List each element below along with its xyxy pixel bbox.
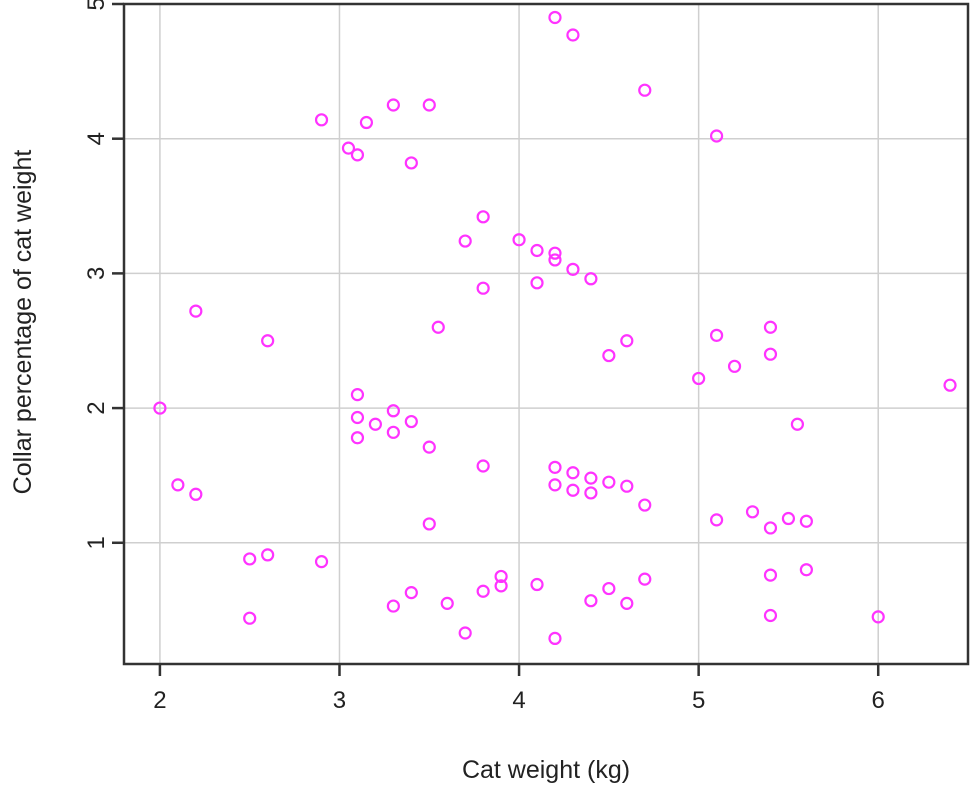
data-point-25 [386,599,400,613]
y-axis-label: Collar percentage of cat weight [9,150,37,495]
data-point-58 [620,334,634,348]
data-point-49 [566,466,580,480]
data-point-29 [458,626,472,640]
data-point-52 [584,471,598,485]
data-point-66 [709,328,724,342]
x-axis-ticks: 2 3 4 5 6 [153,664,885,714]
data-points [153,10,957,646]
y-tick-label-4: 5 [83,0,110,11]
x-tick-label-2: 4 [512,687,525,714]
data-point-35 [494,569,508,584]
data-point-54 [584,594,598,608]
data-point-77 [799,514,813,528]
data-point-65 [709,129,724,143]
data-point-60 [620,596,634,610]
y-axis-ticks: 1 2 3 4 5 [83,0,124,549]
data-point-4 [243,552,257,566]
data-point-30 [458,234,472,248]
data-point-44 [548,478,562,492]
data-point-38 [530,243,544,258]
data-point-64 [692,371,706,386]
data-point-61 [638,83,652,97]
data-point-20 [386,98,400,112]
data-point-63 [638,572,652,586]
data-point-40 [530,577,544,592]
data-point-1 [171,478,185,492]
data-point-37 [512,233,526,247]
y-tick-label-1: 2 [83,401,110,414]
data-point-56 [602,475,616,489]
data-point-48 [566,262,580,276]
data-point-50 [566,483,580,497]
data-point-24 [422,517,436,531]
data-point-62 [638,498,652,512]
data-point-13 [350,388,365,402]
data-point-79 [871,610,885,624]
data-point-8 [314,555,329,569]
data-point-3 [189,304,203,318]
data-point-21 [404,156,418,170]
data-point-39 [530,276,544,290]
data-point-17 [386,404,400,418]
data-point-5 [243,611,257,625]
data-point-22 [422,98,436,112]
x-tick-label-3: 5 [692,687,705,714]
plot-frame [122,2,970,666]
data-point-72 [763,521,778,535]
data-point-18 [386,425,400,439]
data-point-6 [261,548,275,562]
data-point-16 [368,417,383,431]
data-point-26 [404,586,418,600]
data-point-45 [548,631,562,646]
x-tick-label-0: 2 [153,687,166,714]
data-point-70 [763,320,778,334]
data-point-69 [745,505,760,519]
data-point-33 [476,459,490,473]
data-point-46 [548,10,562,25]
data-point-23 [422,440,436,454]
data-point-14 [350,410,365,425]
data-point-10 [341,141,356,155]
data-point-15 [350,431,365,445]
data-point-32 [476,281,490,295]
data-point-43 [548,460,562,474]
data-point-19 [404,414,418,429]
data-point-36 [494,579,508,593]
data-point-12 [359,115,374,130]
y-tick-label-0: 1 [83,536,110,549]
x-tick-label-1: 3 [333,687,346,714]
data-point-71 [763,347,778,361]
x-tick-label-4: 6 [872,687,885,714]
data-point-31 [476,210,490,224]
data-point-53 [584,486,598,500]
x-axis-label: Cat weight (kg) [462,756,630,784]
data-point-11 [350,148,365,162]
data-point-80 [943,378,957,392]
data-point-68 [727,359,742,373]
data-point-78 [799,563,813,577]
data-point-41 [548,246,562,260]
data-point-59 [620,479,634,493]
data-point-75 [781,511,796,526]
y-tick-label-3: 4 [83,132,110,145]
data-point-0 [153,401,167,415]
y-tick-label-2: 3 [83,267,110,280]
data-point-67 [709,513,724,527]
data-point-7 [261,334,275,348]
data-point-51 [584,272,598,286]
data-point-57 [602,581,616,596]
data-point-42 [548,253,562,267]
data-point-27 [431,320,445,334]
data-point-2 [189,487,203,501]
data-point-73 [763,568,778,582]
data-point-34 [476,584,490,598]
data-point-9 [314,113,329,127]
data-point-74 [763,608,778,623]
data-point-28 [440,596,454,610]
data-point-47 [566,28,580,42]
data-point-76 [790,417,805,431]
data-point-55 [602,348,616,363]
